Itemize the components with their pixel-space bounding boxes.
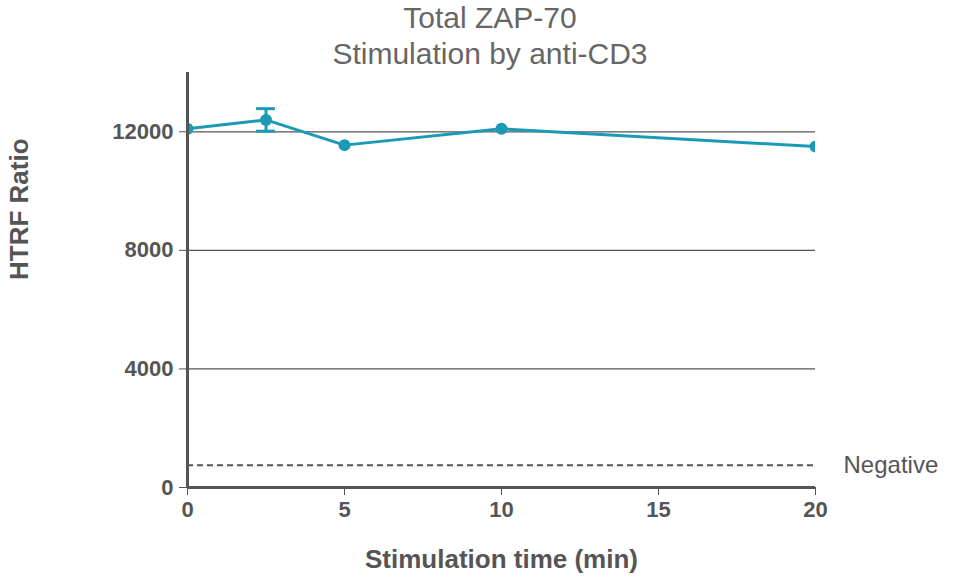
svg-text:20: 20 <box>803 497 827 522</box>
svg-text:12000: 12000 <box>112 119 173 144</box>
svg-text:5: 5 <box>338 497 350 522</box>
svg-text:15: 15 <box>646 497 670 522</box>
html-text:Stimulation by anti-CD3: Stimulation by anti-CD3 <box>332 37 648 70</box>
svg-text:10: 10 <box>489 497 513 522</box>
svg-text:0: 0 <box>181 497 193 522</box>
html-text:Total ZAP-70: Total ZAP-70 <box>403 1 577 34</box>
svg-text:Stimulation time (min): Stimulation time (min) <box>365 544 638 574</box>
svg-text:0: 0 <box>161 475 173 500</box>
svg-text:8000: 8000 <box>125 237 174 262</box>
svg-text:4000: 4000 <box>125 356 174 381</box>
svg-text:HTRF Ratio: HTRF Ratio <box>4 138 34 280</box>
svg-text:Negative: Negative <box>844 451 939 478</box>
